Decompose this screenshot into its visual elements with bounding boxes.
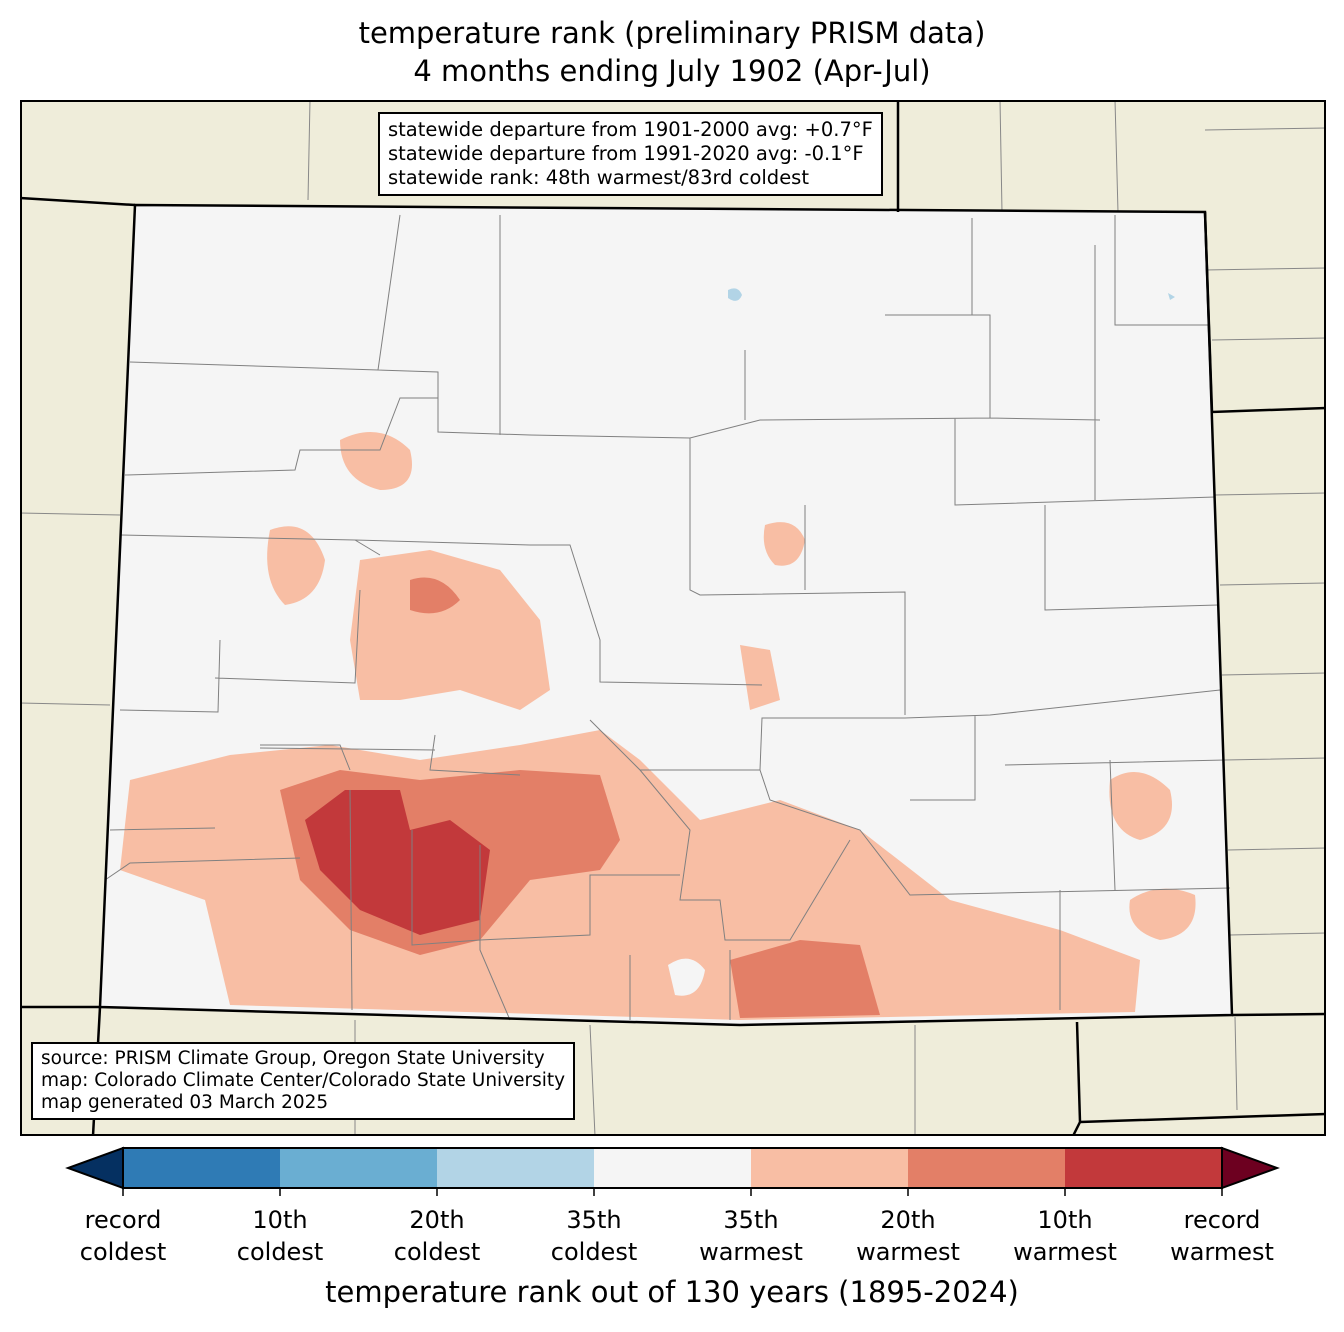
warm-region-20th [740,645,780,710]
colorbar-extend-cold [65,1146,124,1190]
colorbar-segment [1065,1148,1222,1188]
colorbar-title: temperature rank out of 130 years (1895-… [325,1275,1019,1309]
colorbar [65,1146,1280,1196]
warm-region-20th [763,522,805,566]
tick-label-line1: record [84,1206,162,1234]
stats-line-rank: statewide rank: 48th warmest/83rd coldes… [388,166,809,189]
warm-region-20th [1109,772,1172,840]
generated-date-line: map generated 03 March 2025 [41,1092,329,1113]
tick-label-line2: warmest [856,1238,960,1266]
map-title-line2: 4 months ending July 1902 (Apr-Jul) [413,54,931,88]
colorbar-extend-warm [1221,1146,1280,1190]
tick-label-line1: 35th [723,1206,779,1234]
tick-label-line2: coldest [393,1238,481,1266]
warm-region-20th [1129,888,1196,940]
statewide-stats-box: statewide departure from 1901-2000 avg: … [378,112,883,196]
colorbar-segment [280,1148,437,1188]
stats-line-1991-2020: statewide departure from 1991-2020 avg: … [388,142,864,165]
tick-label-line2: warmest [1013,1238,1117,1266]
warm-region-10th [730,940,880,1018]
tick-label-line1: record [1183,1206,1261,1234]
colorado-rank-map [20,100,1326,1136]
colorbar-tick-label: 35th coldest [519,1204,669,1268]
warm-region-20th [267,526,325,605]
tick-label-line1: 10th [1037,1206,1093,1234]
colorbar-segment [751,1148,908,1188]
colorbar-frame [122,1147,1223,1189]
colorbar-tick-label: 35th warmest [676,1204,826,1268]
tick-label-line2: coldest [79,1238,167,1266]
tick-label-line2: coldest [550,1238,638,1266]
map-frame [20,100,1326,1136]
tick-label-line1: 20th [880,1206,936,1234]
stats-line-1901-2000: statewide departure from 1901-2000 avg: … [388,118,873,141]
warm-region-10th [410,577,460,614]
tick-label-line1: 20th [409,1206,465,1234]
cold-region-35th [1168,293,1175,300]
warm-region-20th [350,550,550,710]
source-box: source: PRISM Climate Group, Oregon Stat… [31,1042,576,1120]
colorbar-tick-label: 10th warmest [990,1204,1140,1268]
colorbar-segment [437,1148,594,1188]
tick-label-line2: warmest [699,1238,803,1266]
tick-label-line1: 10th [252,1206,308,1234]
colorbar-segment [908,1148,1065,1188]
map-title-line1: temperature rank (preliminary PRISM data… [358,16,986,50]
map-credit-line: map: Colorado Climate Center/Colorado St… [41,1070,566,1091]
warm-region-20th [340,432,412,490]
colorbar-segment [123,1148,280,1188]
colorbar-tick-label: 10th coldest [205,1204,355,1268]
colorbar-tick-label: record coldest [48,1204,198,1268]
colorbar-tick-label: 20th coldest [362,1204,512,1268]
tick-label-line2: coldest [236,1238,324,1266]
source-line: source: PRISM Climate Group, Oregon Stat… [41,1048,545,1069]
white-hole [668,958,705,996]
colorbar-tick-label: record warmest [1147,1204,1297,1268]
tick-label-line2: warmest [1170,1238,1274,1266]
colorbar-segment [594,1148,751,1188]
colorbar-tick-label: 20th warmest [833,1204,983,1268]
tick-label-line1: 35th [566,1206,622,1234]
state-borders [20,100,1326,1136]
county-lines [104,214,1231,1021]
cold-region-35th [728,288,742,301]
